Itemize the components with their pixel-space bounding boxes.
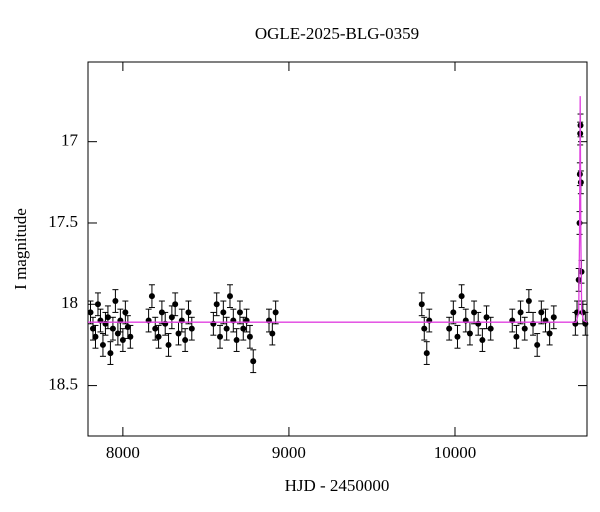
data-point — [217, 333, 224, 340]
data-point — [148, 293, 155, 300]
data-point — [550, 314, 557, 321]
x-tick-label: 10000 — [434, 443, 477, 462]
data-point — [521, 325, 528, 332]
data-point — [446, 325, 453, 332]
data-point — [99, 341, 106, 348]
data-point — [233, 337, 240, 344]
data-point — [487, 325, 494, 332]
data-point — [165, 341, 172, 348]
data-point — [112, 298, 119, 305]
data-point — [471, 309, 478, 316]
data-point — [517, 309, 524, 316]
data-point — [454, 333, 461, 340]
data-point — [483, 314, 490, 321]
data-point — [421, 325, 428, 332]
data-point — [185, 309, 192, 316]
data-point — [546, 330, 553, 337]
data-point — [466, 330, 473, 337]
y-tick-label: 18 — [61, 293, 78, 312]
x-tick-label: 8000 — [106, 443, 140, 462]
model-line — [88, 96, 588, 323]
data-point — [236, 309, 243, 316]
y-tick-label: 18.5 — [48, 374, 78, 393]
data-point — [87, 309, 94, 316]
data-point — [104, 314, 111, 321]
data-point — [119, 337, 126, 344]
data-point — [89, 325, 96, 332]
data-point — [226, 293, 233, 300]
data-point — [220, 309, 227, 316]
data-point — [188, 325, 195, 332]
data-point — [182, 337, 189, 344]
data-point — [479, 337, 486, 344]
data-point — [155, 333, 162, 340]
chart-title: OGLE-2025-BLG-0359 — [255, 24, 419, 43]
data-point — [269, 330, 276, 337]
x-axis-label: HJD - 2450000 — [285, 476, 390, 495]
data-point — [525, 298, 532, 305]
data-point — [172, 301, 179, 308]
data-point — [127, 333, 134, 340]
data-point — [158, 309, 165, 316]
plot-frame — [87, 61, 588, 437]
data-point — [250, 358, 257, 365]
data-point — [213, 301, 220, 308]
data-point — [458, 293, 465, 300]
y-tick-label: 17.5 — [48, 212, 78, 231]
data-point — [109, 325, 116, 332]
data-point — [246, 333, 253, 340]
data-point — [152, 325, 159, 332]
data-point — [272, 309, 279, 316]
data-point — [94, 301, 101, 308]
data-point — [122, 309, 129, 316]
data-point — [450, 309, 457, 316]
y-tick-label: 17 — [61, 131, 79, 150]
y-axis-label: I magnitude — [11, 208, 30, 290]
data-point — [513, 333, 520, 340]
data-point — [423, 350, 430, 357]
x-tick-label: 9000 — [272, 443, 306, 462]
data-point — [538, 309, 545, 316]
data-point — [107, 350, 114, 357]
data-point — [92, 333, 99, 340]
data-point — [534, 341, 541, 348]
data-point — [223, 325, 230, 332]
data-point — [240, 325, 247, 332]
data-point — [418, 301, 425, 308]
